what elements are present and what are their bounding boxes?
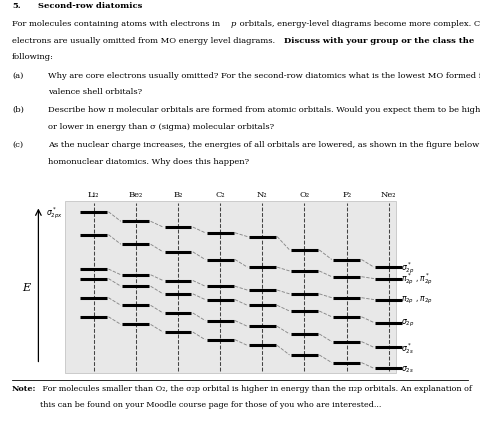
Text: Note:: Note: xyxy=(12,384,36,392)
Text: Discuss with your group or the class the: Discuss with your group or the class the xyxy=(284,37,474,45)
Text: $\sigma_{2p}$: $\sigma_{2p}$ xyxy=(401,317,414,328)
Text: Li₂: Li₂ xyxy=(88,191,99,198)
Text: (a): (a) xyxy=(12,72,24,79)
Text: electrons are usually omitted from MO energy level diagrams.: electrons are usually omitted from MO en… xyxy=(12,37,278,45)
Text: F₂: F₂ xyxy=(342,191,351,198)
Text: Be₂: Be₂ xyxy=(129,191,143,198)
Text: $\pi^*_{2p}$ , $\pi^*_{2p}$: $\pi^*_{2p}$ , $\pi^*_{2p}$ xyxy=(401,271,433,287)
Text: orbitals, energy-level diagrams become more complex. Core: orbitals, energy-level diagrams become m… xyxy=(237,20,480,28)
Text: valence shell orbitals?: valence shell orbitals? xyxy=(48,88,142,96)
Bar xyxy=(65,202,396,373)
Text: C₂: C₂ xyxy=(216,191,225,198)
Text: $\sigma_{2s}$: $\sigma_{2s}$ xyxy=(401,363,414,374)
Text: or lower in energy than σ (sigma) molecular orbitals?: or lower in energy than σ (sigma) molecu… xyxy=(48,122,274,131)
Text: following:: following: xyxy=(12,53,54,61)
Text: $\sigma^*_{2p}$: $\sigma^*_{2p}$ xyxy=(401,260,414,275)
Text: E: E xyxy=(23,283,30,293)
Text: Why are core electrons usually omitted? For the second-row diatomics what is the: Why are core electrons usually omitted? … xyxy=(48,72,480,79)
Text: Ne₂: Ne₂ xyxy=(381,191,396,198)
Text: Second-row diatomics: Second-row diatomics xyxy=(38,2,143,10)
Text: $\sigma^*_{2px}$: $\sigma^*_{2px}$ xyxy=(46,204,62,220)
Text: 5.: 5. xyxy=(12,2,21,10)
Text: N₂: N₂ xyxy=(257,191,267,198)
Text: Describe how π molecular orbitals are formed from atomic orbitals. Would you exp: Describe how π molecular orbitals are fo… xyxy=(48,106,480,114)
Text: As the nuclear charge increases, the energies of all orbitals are lowered, as sh: As the nuclear charge increases, the ene… xyxy=(48,141,480,149)
Text: p: p xyxy=(230,20,236,28)
Text: $\pi_{2p}$ , $\pi_{2p}$: $\pi_{2p}$ , $\pi_{2p}$ xyxy=(401,294,433,306)
Text: this can be found on your Moodle course page for those of you who are interested: this can be found on your Moodle course … xyxy=(40,400,381,408)
Text: $\sigma^*_{2s}$: $\sigma^*_{2s}$ xyxy=(401,340,414,355)
Text: For molecules smaller than O₂, the σ₂p orbital is higher in energy than the π₂p : For molecules smaller than O₂, the σ₂p o… xyxy=(40,384,472,392)
Text: (c): (c) xyxy=(12,141,23,149)
Text: homonuclear diatomics. Why does this happen?: homonuclear diatomics. Why does this hap… xyxy=(48,157,249,165)
Text: For molecules containing atoms with electrons in: For molecules containing atoms with elec… xyxy=(12,20,223,28)
Text: B₂: B₂ xyxy=(173,191,182,198)
Text: O₂: O₂ xyxy=(300,191,310,198)
Text: (b): (b) xyxy=(12,106,24,114)
